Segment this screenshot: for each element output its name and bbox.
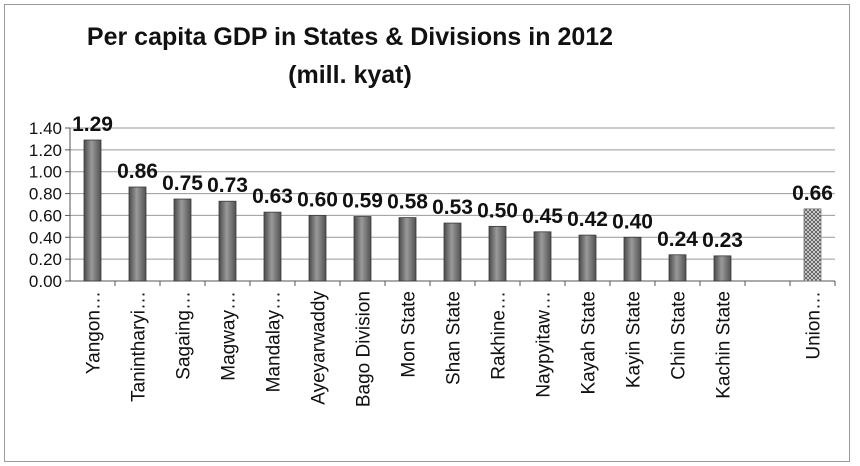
data-label: 0.60 — [297, 188, 338, 211]
data-label: 0.45 — [522, 205, 563, 228]
chart-subtitle: (mill. kyat) — [288, 61, 412, 89]
data-label: 0.24 — [657, 228, 698, 251]
x-tick-label: Magway… — [219, 291, 240, 381]
data-label: 0.63 — [252, 185, 293, 208]
data-label: 1.29 — [72, 113, 113, 136]
x-tick-label: Shan State — [444, 291, 465, 385]
data-label: 0.23 — [702, 229, 743, 252]
data-label: 0.53 — [432, 196, 473, 219]
x-tick-label: Yangon… — [84, 291, 105, 374]
data-label: 0.58 — [387, 191, 428, 214]
bar — [578, 234, 597, 282]
chart-title: Per capita GDP in States & Divisions in … — [86, 23, 614, 51]
y-tick-label: 0.80 — [29, 185, 62, 204]
bar — [443, 222, 462, 282]
bars — [83, 139, 822, 282]
data-label: 0.40 — [612, 210, 653, 233]
y-tick-label: 1.00 — [29, 163, 62, 182]
bar — [713, 255, 732, 282]
x-tick-label: Kayah State — [579, 291, 600, 395]
y-axis-ticks: 0.00 0.20 0.40 0.60 0.80 1.00 1.20 1.40 — [29, 119, 71, 291]
bar — [803, 208, 822, 282]
y-tick-label: 0.60 — [29, 206, 62, 225]
data-label: 0.50 — [477, 199, 518, 222]
x-tick-label: Chin State — [669, 291, 690, 380]
data-label: 0.73 — [207, 174, 248, 197]
y-tick-label: 0.20 — [29, 250, 62, 269]
x-tick-label: Ayeyarwaddy — [309, 291, 330, 405]
x-tick-label: Union… — [804, 291, 825, 360]
bar — [218, 200, 237, 282]
bar — [668, 254, 687, 282]
x-tick-label: Mon State — [399, 291, 420, 378]
x-tick-label: Sagaing… — [174, 291, 195, 380]
y-tick-label: 0.40 — [29, 228, 62, 247]
data-label: 0.59 — [342, 190, 383, 213]
y-tick-label: 0.00 — [29, 272, 62, 291]
data-label: 0.75 — [162, 172, 203, 195]
x-tick-label: Bago Division — [354, 291, 375, 407]
x-tick-label: Kayin State — [624, 291, 645, 388]
data-label: 0.66 — [792, 182, 833, 205]
bar — [128, 186, 147, 282]
bar — [173, 198, 192, 282]
bar — [488, 225, 507, 282]
bar — [83, 139, 102, 282]
bar — [308, 215, 327, 282]
y-tick-label: 1.40 — [29, 119, 62, 138]
bar — [263, 211, 282, 282]
data-label: 0.42 — [567, 208, 608, 231]
x-axis-labels: Yangon… Tanintharyi… Sagaing… Magway… Mandal… — [84, 281, 836, 407]
bar — [353, 216, 372, 282]
x-tick-label: Naypyitaw… — [534, 291, 555, 398]
value-labels: 1.29 0.860.75 0.73 0.63 0.60 0.59 0.58 0.53 0.50… — [72, 113, 833, 252]
data-label: 0.86 — [117, 160, 158, 183]
x-tick-label: Mandalay… — [264, 291, 285, 392]
x-tick-label: Tanintharyi… — [129, 291, 150, 402]
bar — [623, 236, 642, 282]
bar — [533, 231, 552, 282]
bar — [398, 217, 417, 282]
y-tick-label: 1.20 — [29, 141, 62, 160]
x-tick-label: Rakhine… — [489, 291, 510, 380]
x-tick-label: Kachin State — [714, 291, 735, 399]
